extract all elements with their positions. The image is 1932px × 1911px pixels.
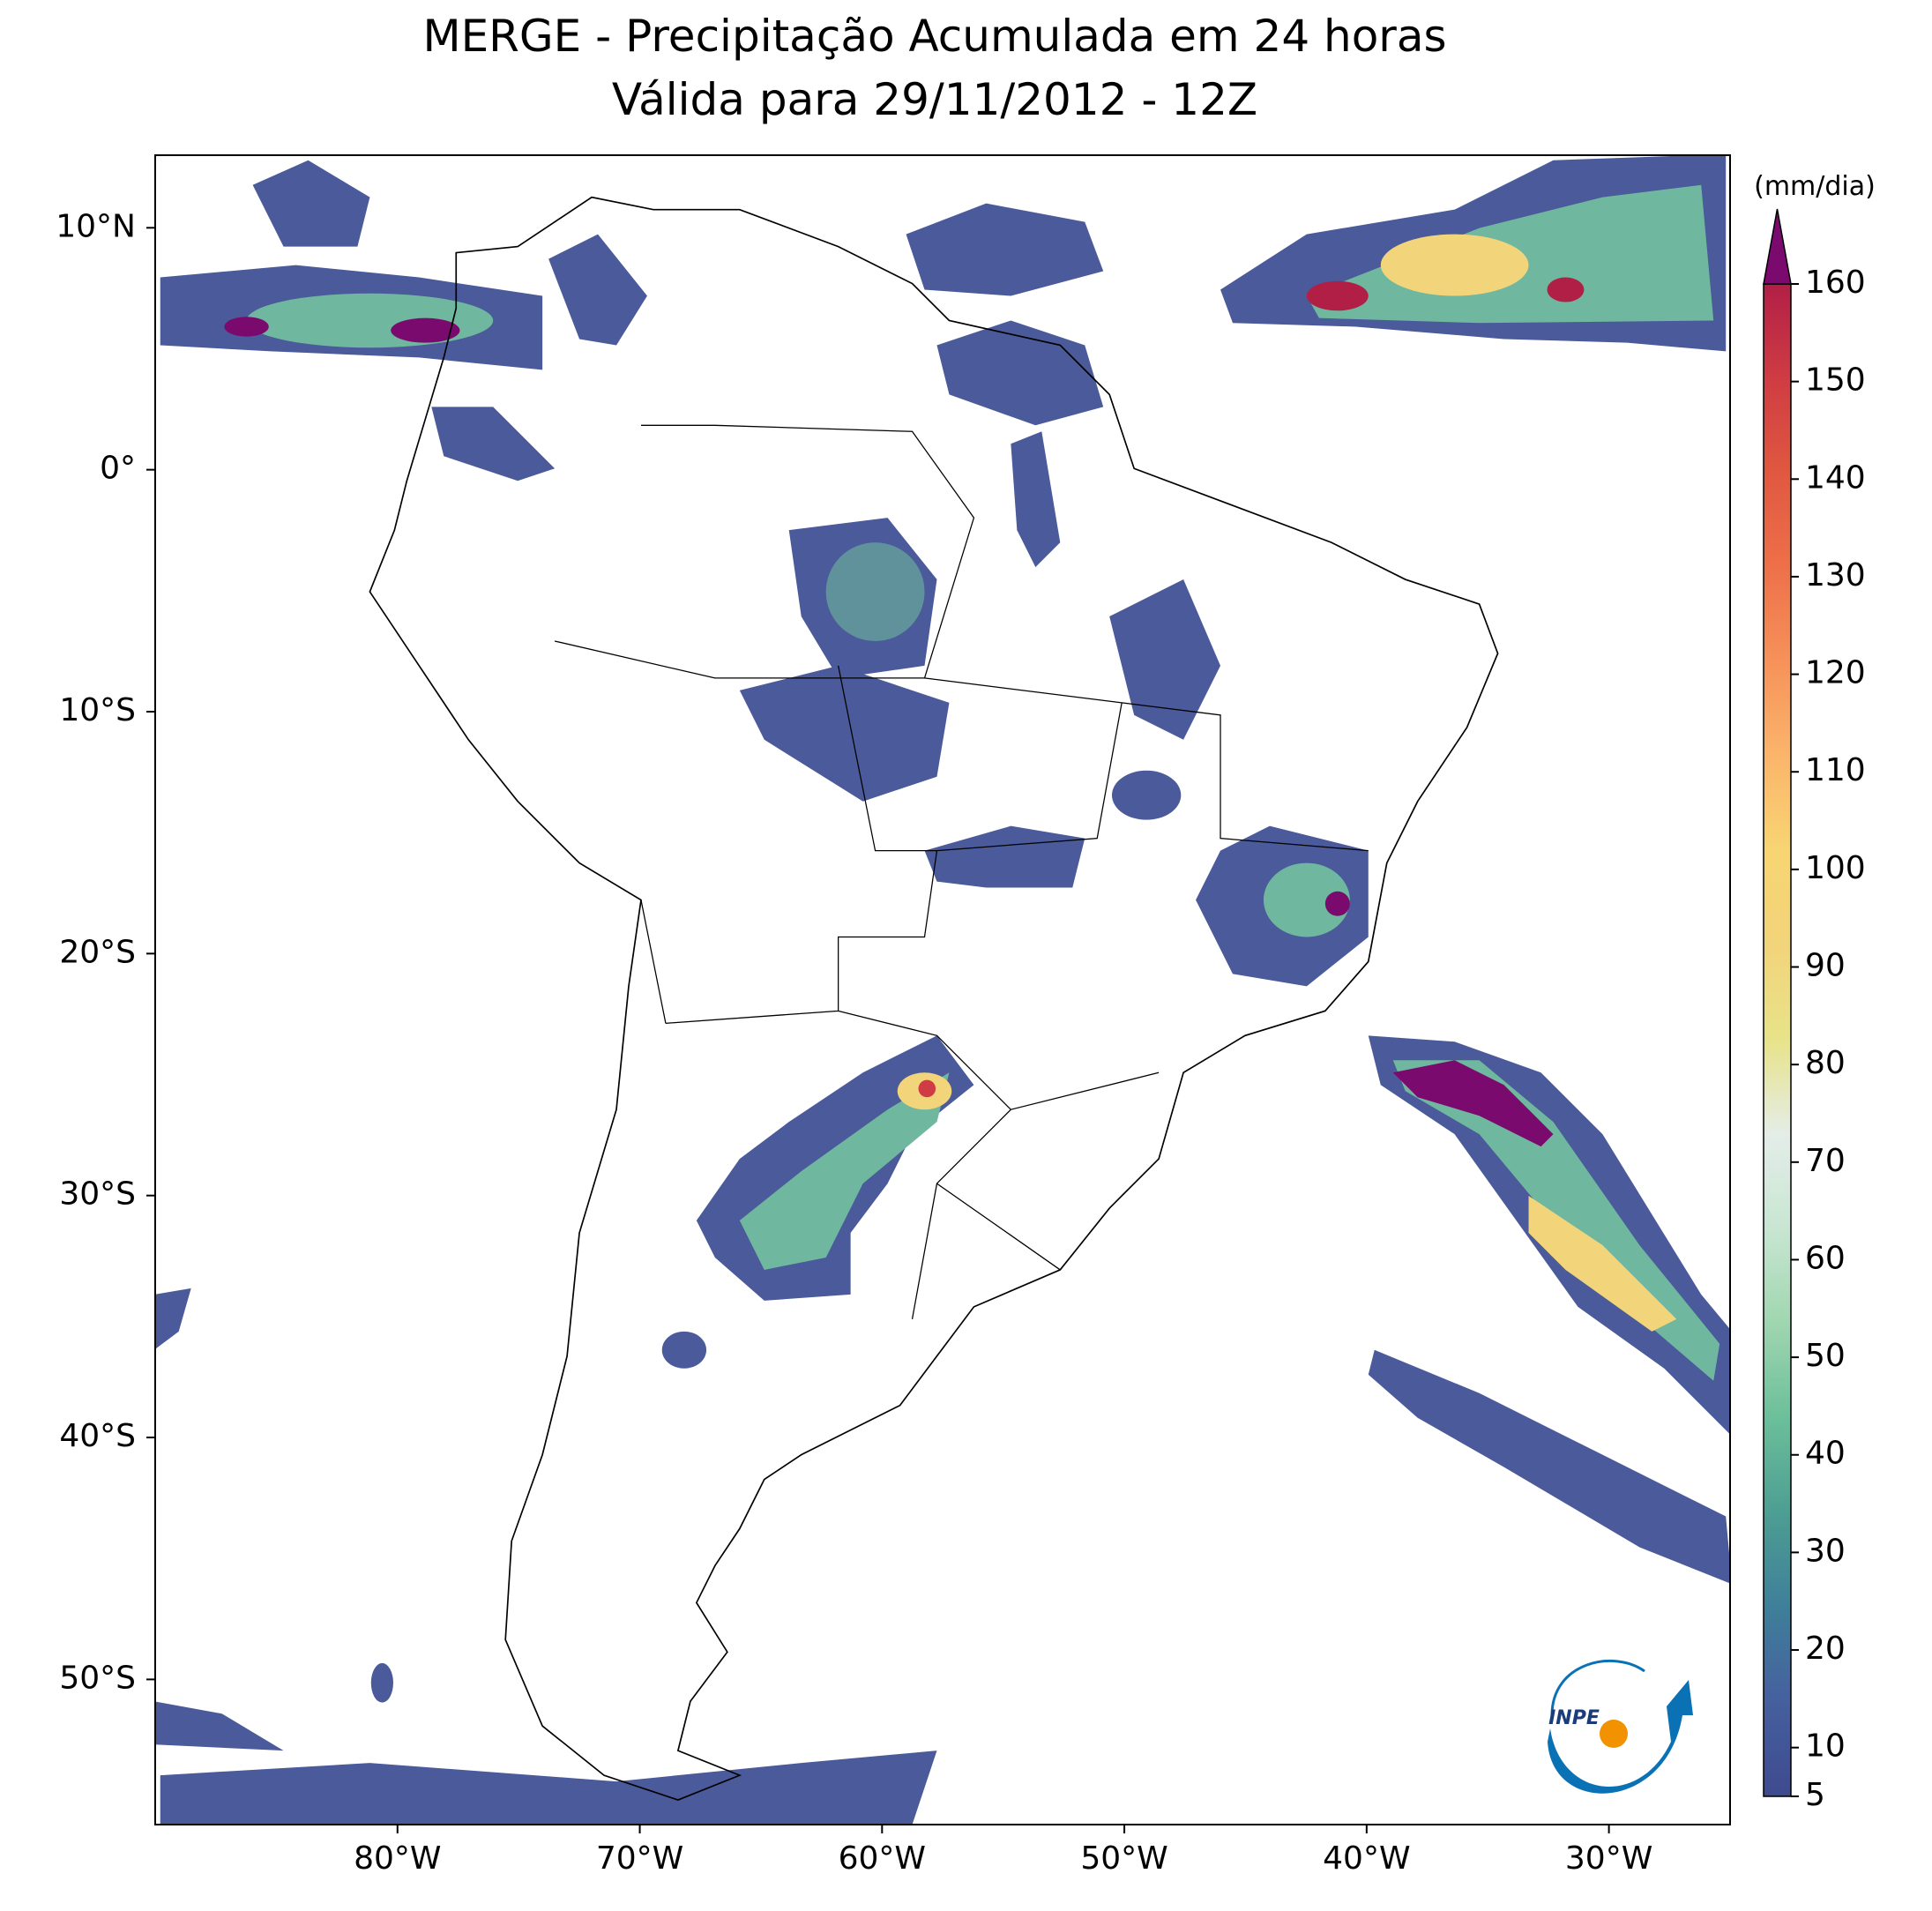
chart-subtitle: Válida para 29/11/2012 - 12Z <box>612 74 1257 125</box>
logo-orbit <box>1550 1659 1645 1716</box>
rain-core <box>1528 1196 1677 1332</box>
y-tick-label: 10°S <box>59 692 136 728</box>
colorbar-tick-label: 60 <box>1805 1240 1846 1276</box>
colorbar-tick-label: 20 <box>1805 1631 1846 1667</box>
rain-area <box>252 160 370 247</box>
rain-core <box>224 317 269 337</box>
y-tick-label: 20°S <box>59 934 136 970</box>
rain-core <box>1324 891 1350 916</box>
continent-outline <box>369 196 1499 1801</box>
colorbar-tick-label: 30 <box>1805 1533 1846 1569</box>
colorbar-tick-label: 110 <box>1805 752 1866 788</box>
rain-area <box>924 825 1085 888</box>
rain-core <box>1380 234 1529 296</box>
chart-title: MERGE - Precipitação Acumulada em 24 hor… <box>422 11 1446 62</box>
colorbar-tick-label: 5 <box>1805 1777 1825 1813</box>
rain-area <box>155 1701 284 1751</box>
colorbar-tick-label: 120 <box>1805 655 1866 691</box>
map-frame <box>154 154 1731 1825</box>
colorbar-tick-label: 130 <box>1805 557 1866 593</box>
rain-core <box>1306 280 1369 311</box>
colorbar-tick-label: 150 <box>1805 362 1866 399</box>
rain-core <box>918 1079 936 1098</box>
rain-area <box>1263 862 1350 937</box>
borders <box>554 424 1369 1319</box>
colorbar-tick-label: 100 <box>1805 850 1866 886</box>
y-tick-label: 40°S <box>59 1418 136 1454</box>
y-tick-label: 10°N <box>56 208 136 244</box>
rain-area <box>160 1751 937 1825</box>
precipitation-field <box>155 155 1730 1825</box>
rain-area <box>739 665 950 802</box>
rain-area <box>1368 1349 1730 1584</box>
colorbar: (mm/dia) 5 10 20 30 40 50 60 70 80 90 100 110 120 130… <box>1754 171 1876 1813</box>
colorbar-extend <box>1763 208 1792 285</box>
rain-core <box>1392 1060 1554 1147</box>
logo-sun <box>1600 1720 1628 1748</box>
y-tick-label: 30°S <box>59 1176 136 1213</box>
rain-core <box>391 317 460 343</box>
rain-area <box>739 1072 950 1270</box>
colorbar-tick-label: 70 <box>1805 1143 1846 1179</box>
rain-area <box>825 542 925 641</box>
colorbar-tick-label: 90 <box>1805 948 1846 984</box>
x-tick-label: 30°W <box>1565 1840 1652 1877</box>
x-tick-label: 50°W <box>1080 1840 1167 1877</box>
rain-area <box>431 407 556 481</box>
rain-area <box>1109 579 1221 740</box>
y-tick-label: 0° <box>100 451 136 487</box>
colorbar-tick-label: 40 <box>1805 1436 1846 1472</box>
rain-area <box>155 1288 191 1349</box>
colorbar-label: (mm/dia) <box>1754 171 1876 202</box>
rain-area <box>661 1331 707 1369</box>
rain-area <box>906 203 1104 296</box>
colorbar-scale <box>1763 283 1792 1797</box>
x-tick-label: 60°W <box>839 1840 926 1877</box>
colorbar-tick-label: 50 <box>1805 1338 1846 1374</box>
colorbar-tick-label: 10 <box>1805 1728 1846 1765</box>
rain-area <box>370 1662 393 1703</box>
colorbar-tick-label: 140 <box>1805 459 1866 496</box>
coastline <box>369 196 1499 1801</box>
logo-swoosh <box>1548 1680 1693 1794</box>
map-area <box>155 155 1730 1825</box>
inpe-logo: INPE <box>1548 1659 1693 1794</box>
rain-area <box>1011 431 1061 568</box>
x-tick-label: 40°W <box>1323 1840 1410 1877</box>
colorbar-tick-label: 160 <box>1805 265 1866 301</box>
rain-area <box>1111 770 1182 820</box>
colorbar-tick-label: 80 <box>1805 1045 1846 1081</box>
rain-area <box>548 234 647 346</box>
y-tick-label: 50°S <box>59 1660 136 1696</box>
x-tick-label: 70°W <box>596 1840 683 1877</box>
rain-core <box>1547 277 1585 302</box>
x-tick-label: 80°W <box>354 1840 441 1877</box>
logo-text: INPE <box>1548 1707 1600 1729</box>
